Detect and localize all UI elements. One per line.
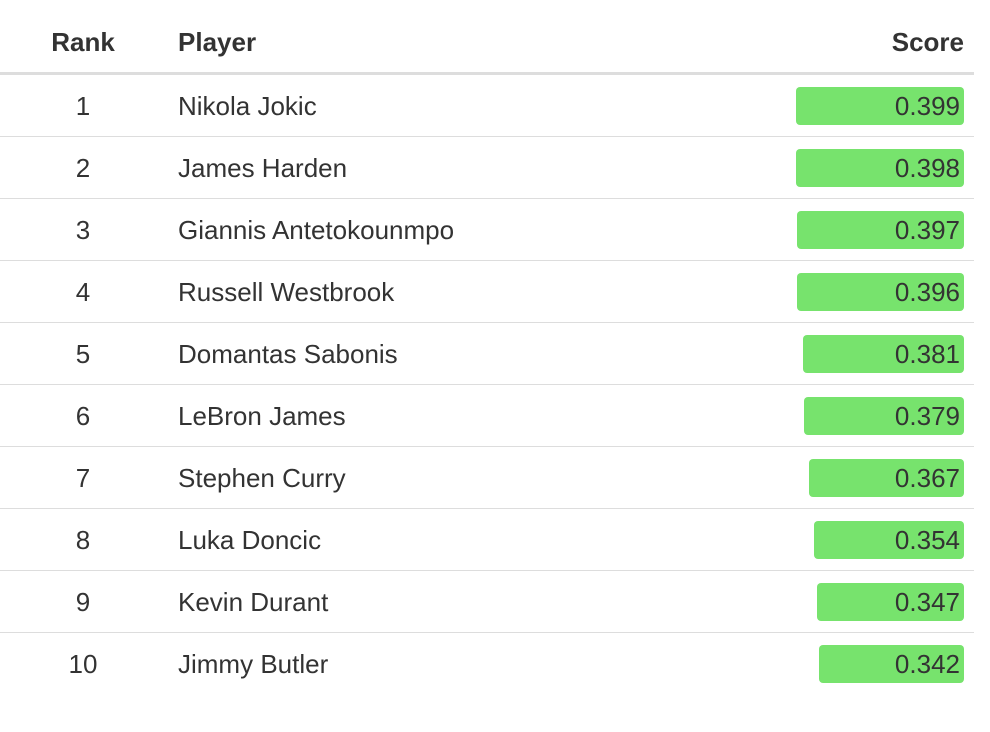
score-cell: 0.379: [774, 397, 964, 435]
rank-cell: 5: [75, 339, 91, 369]
score-bar: [814, 521, 964, 559]
score-bar: [796, 211, 964, 249]
score-value: 0.396: [894, 277, 960, 307]
score-cell: 0.398: [774, 149, 964, 187]
table-row: 6 LeBron James 0.379: [0, 385, 974, 447]
score-bar: [797, 273, 964, 311]
score-table: Rank Player Score 1 Nikola Jokic 0.399 2 Jam…: [0, 0, 974, 694]
player-cell: Russell Westbrook: [178, 277, 395, 307]
score-value: 0.397: [894, 215, 960, 245]
column-header-rank: Rank: [51, 27, 115, 57]
player-cell: James Harden: [178, 153, 348, 183]
player-cell: Giannis Antetokounmpo: [178, 215, 455, 245]
rank-cell: 9: [75, 587, 91, 617]
player-cell: Kevin Durant: [178, 587, 329, 617]
column-header-score: Score: [891, 27, 964, 57]
score-value: 0.354: [894, 525, 960, 555]
player-cell: Luka Doncic: [178, 525, 322, 555]
table-row: 8 Luka Doncic 0.354: [0, 509, 974, 571]
score-bar: [808, 459, 964, 497]
rank-cell: 6: [75, 401, 91, 431]
rank-cell: 3: [75, 215, 91, 245]
player-cell: Jimmy Butler: [178, 649, 329, 679]
player-cell: LeBron James: [178, 401, 346, 431]
score-bar: [796, 87, 964, 125]
table-row: 10 Jimmy Butler 0.342: [0, 633, 974, 694]
table-row: 2 James Harden 0.398: [0, 137, 974, 199]
score-cell: 0.397: [774, 211, 964, 249]
table-row: 5 Domantas Sabonis 0.381: [0, 323, 974, 385]
score-bar: [816, 583, 964, 621]
table-row: 4 Russell Westbrook 0.396: [0, 261, 974, 323]
table-row: 1 Nikola Jokic 0.399: [0, 75, 974, 137]
player-cell: Domantas Sabonis: [178, 339, 398, 369]
score-bar: [804, 397, 964, 435]
table-body: 1 Nikola Jokic 0.399 2 James Harden 0.398 3 Gia…: [0, 75, 974, 694]
score-cell: 0.342: [774, 645, 964, 683]
rank-cell: 4: [75, 277, 91, 307]
player-cell: Stephen Curry: [178, 463, 346, 493]
score-value: 0.381: [894, 339, 960, 369]
score-value: 0.379: [894, 401, 960, 431]
table-row: 9 Kevin Durant 0.347: [0, 571, 974, 633]
score-value: 0.398: [894, 153, 960, 183]
score-value: 0.342: [894, 649, 960, 679]
player-cell: Nikola Jokic: [178, 91, 317, 121]
table-header: Rank Player Score: [0, 0, 974, 75]
score-cell: 0.347: [774, 583, 964, 621]
score-cell: 0.396: [774, 273, 964, 311]
rank-cell: 8: [75, 525, 91, 555]
table-row: 3 Giannis Antetokounmpo 0.397: [0, 199, 974, 261]
column-header-player: Player: [178, 27, 257, 57]
score-bar: [796, 149, 964, 187]
score-cell: 0.381: [774, 335, 964, 373]
score-bar: [803, 335, 964, 373]
score-cell: 0.367: [774, 459, 964, 497]
rank-cell: 1: [75, 91, 91, 121]
table-row: 7 Stephen Curry 0.367: [0, 447, 974, 509]
score-value: 0.347: [894, 587, 960, 617]
score-cell: 0.399: [774, 87, 964, 125]
rank-cell: 10: [68, 649, 98, 679]
score-cell: 0.354: [774, 521, 964, 559]
score-value: 0.367: [894, 463, 960, 493]
score-bar: [818, 645, 964, 683]
score-value: 0.399: [894, 91, 960, 121]
rank-cell: 2: [75, 153, 91, 183]
rank-cell: 7: [75, 463, 91, 493]
